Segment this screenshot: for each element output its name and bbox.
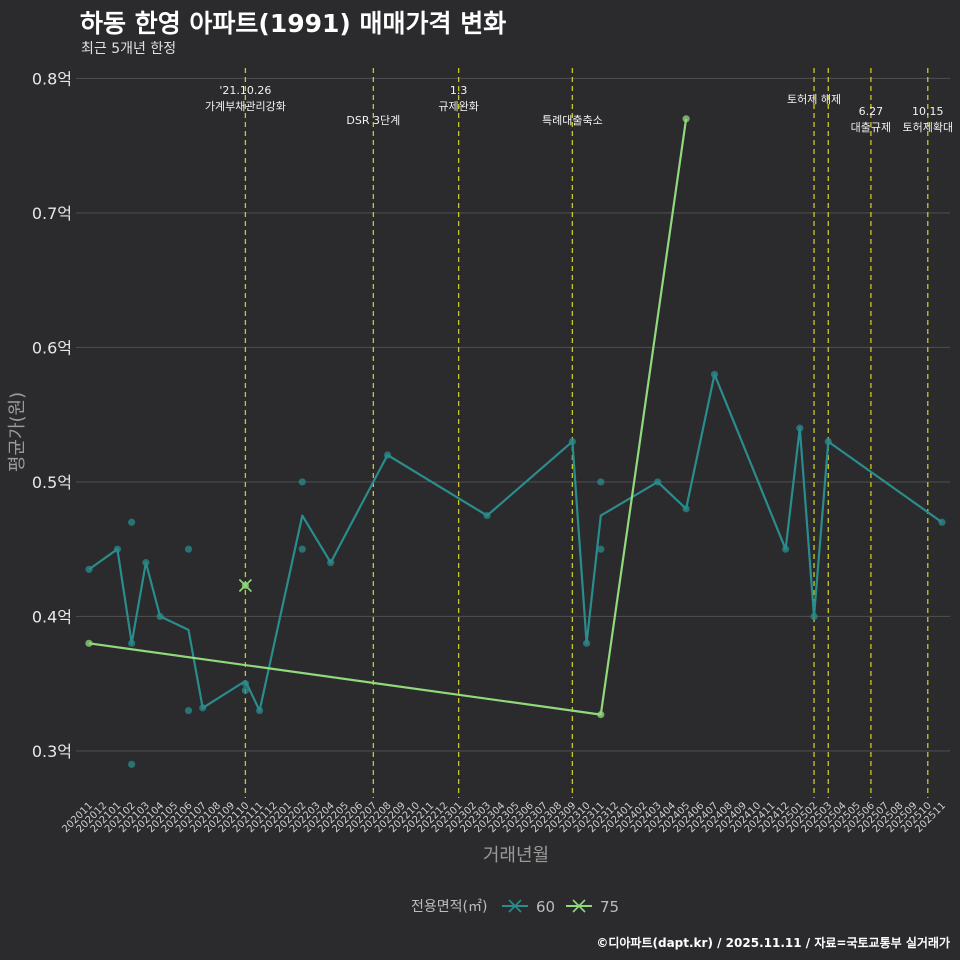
series-line-60 — [88, 373, 943, 712]
data-point-60 — [128, 760, 136, 768]
data-point-60 — [483, 511, 491, 520]
data-point-60 — [241, 680, 249, 688]
event-annotation: 가계부채관리강화 — [205, 100, 286, 113]
y-tick-label: 0.6억 — [32, 338, 72, 357]
data-point-60 — [824, 437, 832, 446]
data-point-60 — [710, 370, 719, 378]
data-point-60 — [142, 559, 150, 567]
y-axis-title: 평균가(원) — [7, 392, 28, 472]
chart-subtitle: 최근 5개년 한정 — [81, 41, 177, 57]
data-point-60 — [938, 518, 946, 526]
data-point-60 — [298, 478, 306, 486]
data-point-60 — [184, 706, 193, 715]
y-tick-label: 0.3억 — [32, 742, 72, 761]
data-point-60 — [654, 478, 662, 486]
event-annotation: 토허제 해제 — [787, 92, 841, 106]
series-lines — [88, 118, 943, 716]
y-tick-label: 0.5억 — [32, 473, 72, 492]
data-point-60 — [568, 437, 576, 446]
data-point-60 — [810, 612, 818, 621]
data-point-60 — [128, 639, 136, 647]
data-point-60 — [85, 565, 93, 573]
x-axis-ticks: 2020112020122021012021022021032021042021… — [60, 800, 948, 835]
data-point-60 — [597, 478, 605, 486]
data-point-60 — [682, 505, 690, 513]
data-point-60 — [327, 559, 335, 567]
data-point-60 — [256, 706, 264, 715]
legend-item-60: 60 — [502, 898, 555, 916]
data-point-60 — [241, 686, 249, 695]
x-axis-title: 거래년월 — [483, 845, 549, 866]
legend-label: 60 — [536, 898, 555, 916]
event-annotation: 규제완화 — [438, 100, 478, 113]
data-point-60 — [796, 424, 804, 432]
event-annotation: 특례대출축소 — [542, 114, 603, 127]
y-tick-label: 0.4억 — [32, 607, 72, 626]
data-point-60 — [597, 545, 605, 553]
legend-label: 75 — [600, 898, 619, 916]
data-point-60 — [782, 545, 790, 553]
legend: 전용면적(㎡) 60 75 — [411, 898, 619, 916]
data-point-75 — [597, 711, 605, 719]
data-point-60 — [156, 612, 164, 621]
event-annotation: 1.3 — [450, 84, 468, 97]
source-caption: ©디아파트(dapt.kr) / 2025.11.11 / 자료=국토교통부 실… — [596, 936, 950, 950]
data-point-60 — [199, 704, 207, 712]
legend-title: 전용면적(㎡) — [411, 899, 487, 915]
data-point-60 — [113, 545, 122, 553]
y-tick-label: 0.8억 — [32, 69, 72, 88]
grid-lines — [76, 77, 950, 752]
event-annotation: 대출규제 — [851, 121, 891, 134]
data-point-60 — [383, 451, 392, 459]
cross-marker-75 — [238, 578, 252, 593]
data-point-75 — [85, 639, 93, 647]
data-point-75 — [682, 115, 690, 123]
data-point-60 — [184, 545, 193, 553]
event-annotation: '21.10.26 — [219, 84, 271, 97]
legend-item-75: 75 — [566, 898, 619, 916]
event-annotation: 토허제확대 — [902, 121, 953, 134]
y-axis-ticks: 0.3억 0.4억 0.5억 0.6억 0.7억 0.8억 — [32, 69, 72, 760]
data-point-60 — [298, 545, 306, 553]
event-annotation: DSR 3단계 — [346, 114, 400, 127]
event-annotation: 10.15 — [912, 105, 944, 118]
data-point-60 — [128, 518, 136, 526]
event-annotation: 6.27 — [859, 105, 884, 118]
series-points — [85, 115, 946, 768]
chart-title: 하동 한영 아파트(1991) 매매가격 변화 — [80, 9, 507, 38]
y-tick-label: 0.7억 — [32, 204, 72, 223]
data-point-60 — [582, 639, 591, 647]
